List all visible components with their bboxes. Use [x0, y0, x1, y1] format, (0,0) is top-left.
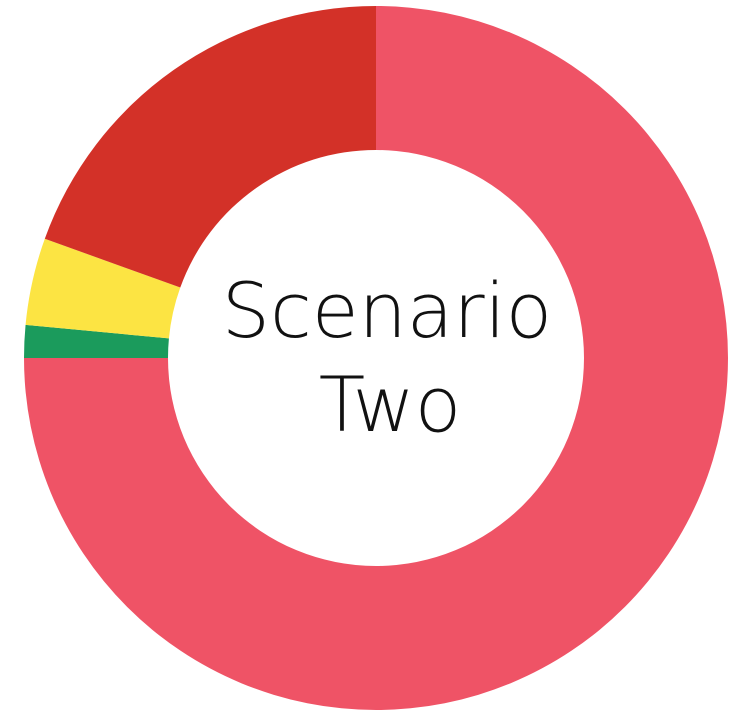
- donut: [24, 6, 728, 710]
- donut-slice: [44, 6, 377, 288]
- donut-slice: [24, 6, 728, 710]
- center-label: Scenario: [222, 266, 552, 355]
- center-label: Two: [319, 360, 462, 449]
- donut-slice: [25, 238, 181, 339]
- donut-slice: [24, 324, 169, 358]
